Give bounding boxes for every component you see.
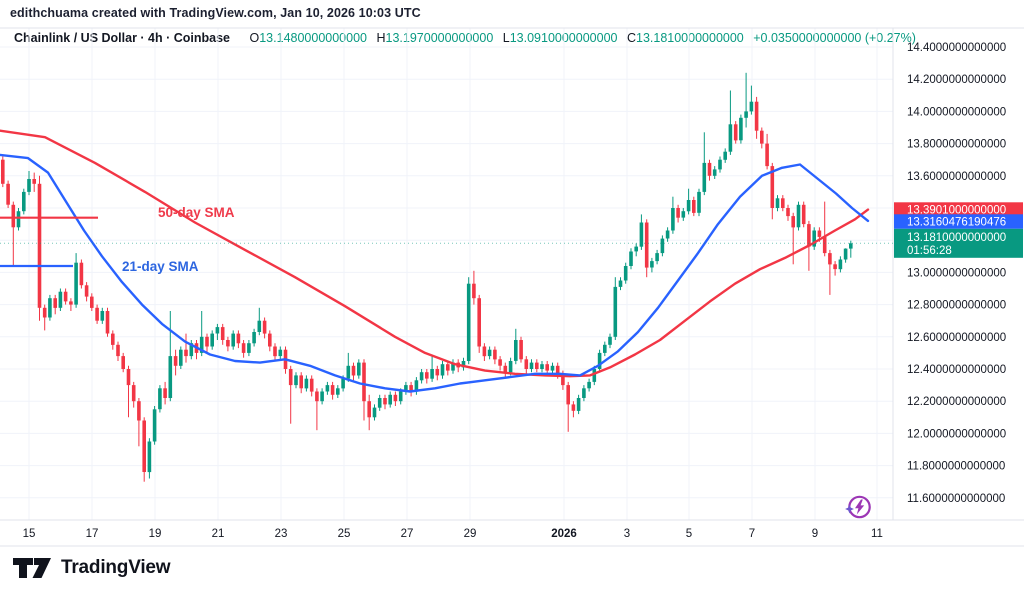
attribution-text: edithchuama created with TradingView.com…	[10, 6, 421, 20]
tradingview-wordmark: TradingView	[61, 557, 171, 578]
pane-borders	[0, 27, 1024, 547]
svg-text:9: 9	[812, 528, 818, 540]
high-value: 13.1970000000000	[385, 31, 494, 45]
svg-text:12.8000000000000: 12.8000000000000	[907, 300, 1006, 312]
svg-text:25: 25	[338, 528, 351, 540]
svg-text:3: 3	[624, 528, 630, 540]
svg-text:14.0000000000000: 14.0000000000000	[907, 106, 1006, 118]
svg-text:13.6000000000000: 13.6000000000000	[907, 171, 1006, 183]
svg-text:5: 5	[686, 528, 692, 540]
svg-text:17: 17	[86, 528, 99, 540]
svg-text:23: 23	[275, 528, 288, 540]
svg-text:13.1810000000000: 13.1810000000000	[907, 232, 1006, 244]
close-value: 13.1810000000000	[636, 31, 744, 45]
price-axis[interactable]: 14.4000000000000 14.2000000000000 14.00000…	[907, 42, 1006, 505]
sma21-annotation: 21-day SMA	[122, 259, 199, 274]
svg-text:27: 27	[401, 528, 414, 540]
svg-text:12.4000000000000: 12.4000000000000	[907, 364, 1006, 376]
svg-text:01:56:28: 01:56:28	[907, 245, 952, 257]
grid	[0, 28, 893, 520]
svg-text:14.2000000000000: 14.2000000000000	[907, 74, 1006, 86]
svg-text:15: 15	[23, 528, 36, 540]
svg-text:11: 11	[871, 528, 883, 540]
svg-text:29: 29	[464, 528, 477, 540]
candles-series	[1, 72, 853, 482]
svg-text:21: 21	[212, 528, 225, 540]
high-label: H	[376, 31, 386, 45]
svg-text:13.3901000000000: 13.3901000000000	[907, 205, 1006, 217]
sma21-price-badge: 13.3160476190476	[894, 214, 1023, 229]
sma50-price-badge: 13.3901000000000	[894, 202, 1023, 217]
svg-text:12.6000000000000: 12.6000000000000	[907, 332, 1006, 344]
svg-text:13.8000000000000: 13.8000000000000	[907, 139, 1006, 151]
change-value: +0.0350000000000 (+0.27%)	[753, 31, 916, 45]
time-axis[interactable]: 15 17 19 21 23 25 27 29 2026 3 5 7 9 11	[23, 528, 883, 540]
svg-text:13.0000000000000: 13.0000000000000	[907, 267, 1006, 279]
svg-text:11.8000000000000: 11.8000000000000	[907, 461, 1005, 473]
svg-text:7: 7	[749, 528, 755, 540]
close-label: C	[626, 31, 636, 45]
symbol-legend[interactable]: Chainlink / US Dollar · 4h · Coinbase O1…	[14, 31, 916, 45]
tradingview-logo[interactable]: TradingView	[12, 555, 171, 581]
svg-text:2026: 2026	[551, 528, 577, 540]
svg-text:19: 19	[149, 528, 162, 540]
svg-text:11.6000000000000: 11.6000000000000	[907, 493, 1005, 505]
sma21-line[interactable]	[0, 153, 870, 393]
flash-refresh-icon[interactable]	[845, 495, 871, 519]
open-label: O	[249, 31, 260, 45]
open-value: 13.1480000000000	[259, 31, 367, 45]
svg-text:13.3160476190476: 13.3160476190476	[907, 217, 1006, 229]
sma50-line[interactable]	[0, 129, 870, 378]
svg-text:12.0000000000000: 12.0000000000000	[907, 428, 1006, 440]
tradingview-logo-icon	[13, 558, 51, 578]
svg-text:14.4000000000000: 14.4000000000000	[907, 42, 1006, 54]
sma50-annotation: 50-day SMA	[158, 205, 235, 220]
low-label: L	[502, 31, 510, 45]
symbol-title: Chainlink / US Dollar · 4h · Coinbase	[14, 31, 231, 45]
svg-text:12.2000000000000: 12.2000000000000	[907, 396, 1006, 408]
